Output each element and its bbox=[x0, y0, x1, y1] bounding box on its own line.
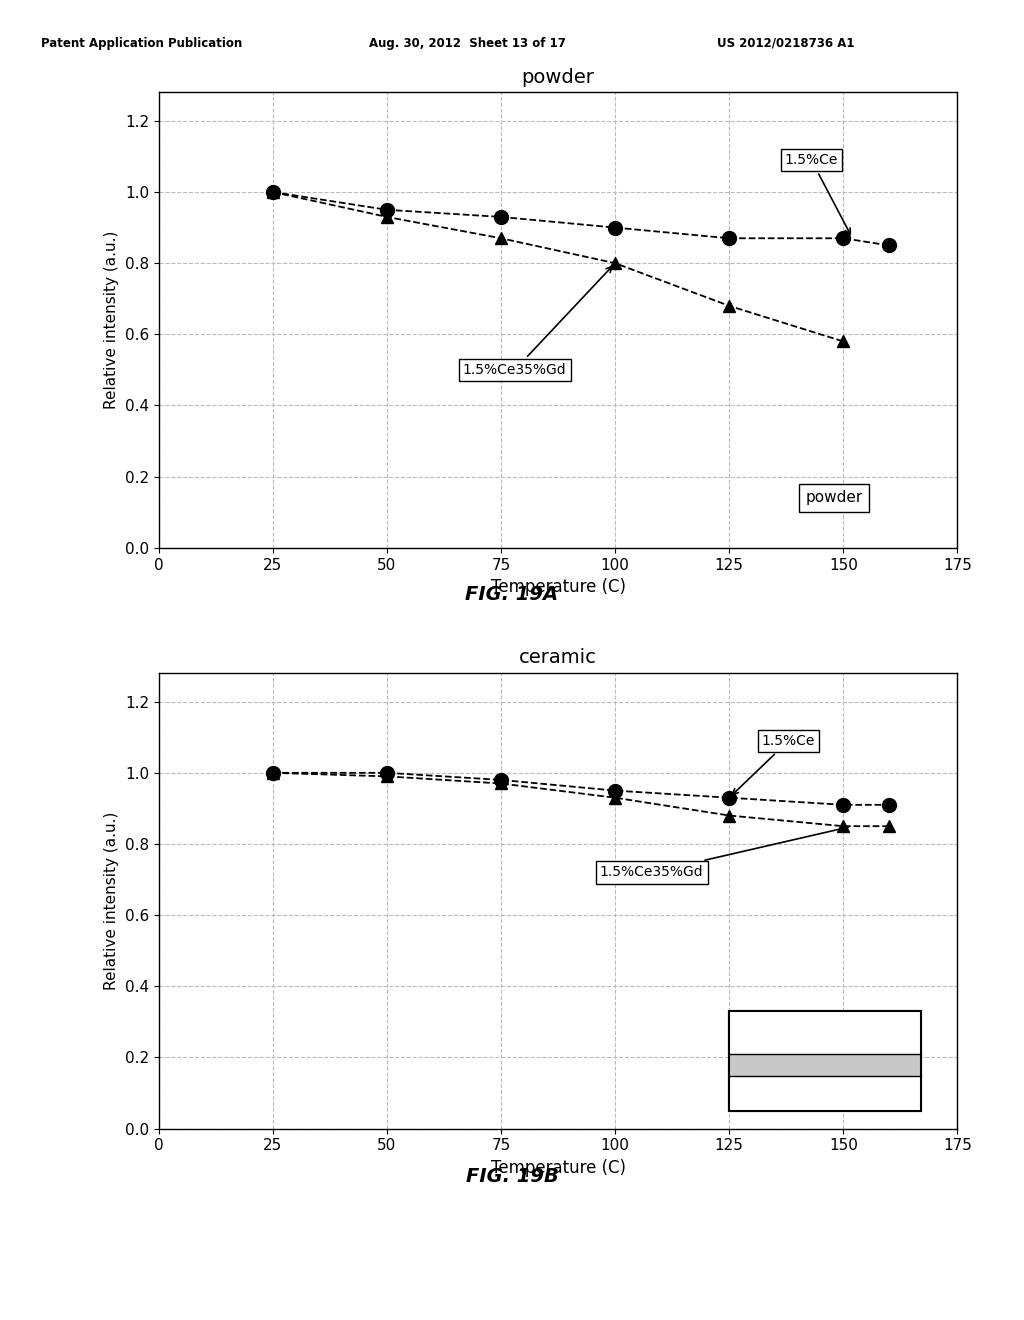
Text: powder: powder bbox=[806, 491, 863, 506]
Title: ceramic: ceramic bbox=[519, 648, 597, 668]
X-axis label: Temperature (C): Temperature (C) bbox=[490, 578, 626, 597]
Y-axis label: Relative intensity (a.u.): Relative intensity (a.u.) bbox=[104, 812, 119, 990]
Title: powder: powder bbox=[521, 67, 595, 87]
Text: Aug. 30, 2012  Sheet 13 of 17: Aug. 30, 2012 Sheet 13 of 17 bbox=[369, 37, 565, 50]
Bar bbox=[729, 1011, 921, 1061]
X-axis label: Temperature (C): Temperature (C) bbox=[490, 1159, 626, 1177]
Text: FIG. 19B: FIG. 19B bbox=[466, 1167, 558, 1185]
Text: 1.5%Ce: 1.5%Ce bbox=[732, 734, 815, 795]
Text: Patent Application Publication: Patent Application Publication bbox=[41, 37, 243, 50]
Y-axis label: Relative intensity (a.u.): Relative intensity (a.u.) bbox=[104, 231, 119, 409]
Bar bbox=[729, 1011, 921, 1111]
Text: 1.5%Ce35%Gd: 1.5%Ce35%Gd bbox=[463, 267, 612, 378]
Bar bbox=[729, 1076, 921, 1111]
Text: US 2012/0218736 A1: US 2012/0218736 A1 bbox=[717, 37, 854, 50]
Bar bbox=[729, 1055, 921, 1076]
Text: FIG. 19A: FIG. 19A bbox=[466, 585, 558, 603]
Text: 1.5%Ce: 1.5%Ce bbox=[784, 153, 850, 234]
Text: 1.5%Ce35%Gd: 1.5%Ce35%Gd bbox=[600, 826, 848, 879]
Bar bbox=[729, 1011, 921, 1111]
